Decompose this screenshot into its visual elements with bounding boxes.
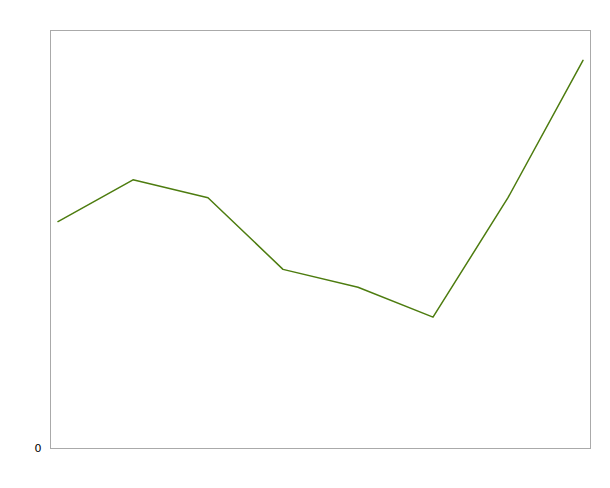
svg-text:0: 0	[35, 442, 42, 455]
